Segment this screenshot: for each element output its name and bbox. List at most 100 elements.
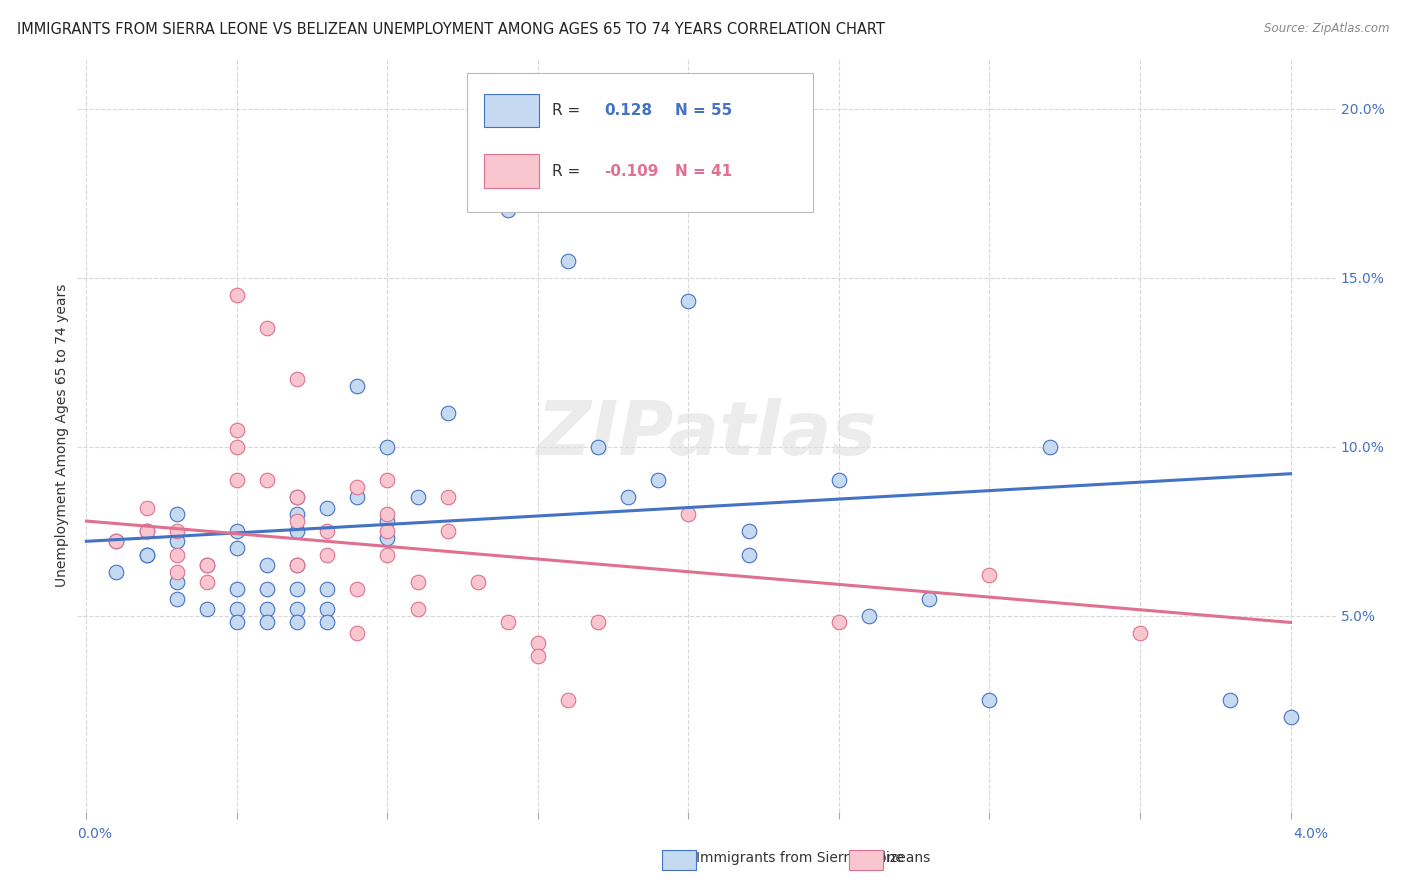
- Point: [195, 574, 218, 589]
- Point: [586, 440, 609, 454]
- Point: [285, 615, 308, 630]
- Point: [436, 406, 458, 420]
- Point: [316, 548, 339, 562]
- Point: [346, 491, 368, 505]
- Point: [527, 119, 550, 133]
- Point: [285, 491, 308, 505]
- Point: [647, 474, 669, 488]
- Point: [316, 500, 339, 515]
- Point: [1039, 440, 1062, 454]
- Point: [377, 524, 399, 538]
- Point: [285, 491, 308, 505]
- Point: [346, 625, 368, 640]
- Point: [135, 524, 157, 538]
- Text: Source: ZipAtlas.com: Source: ZipAtlas.com: [1264, 22, 1389, 36]
- Point: [406, 574, 429, 589]
- Point: [166, 565, 188, 579]
- Point: [256, 321, 278, 335]
- FancyBboxPatch shape: [484, 154, 538, 187]
- Point: [527, 649, 550, 664]
- Point: [406, 491, 429, 505]
- Point: [346, 582, 368, 596]
- Point: [377, 548, 399, 562]
- Point: [436, 524, 458, 538]
- Point: [617, 491, 640, 505]
- Point: [256, 602, 278, 616]
- Point: [166, 508, 188, 522]
- Point: [256, 615, 278, 630]
- Point: [377, 474, 399, 488]
- Point: [135, 548, 157, 562]
- Text: IMMIGRANTS FROM SIERRA LEONE VS BELIZEAN UNEMPLOYMENT AMONG AGES 65 TO 74 YEARS : IMMIGRANTS FROM SIERRA LEONE VS BELIZEAN…: [17, 22, 884, 37]
- Point: [527, 636, 550, 650]
- Text: 0.128: 0.128: [605, 103, 652, 119]
- Point: [285, 508, 308, 522]
- Point: [316, 602, 339, 616]
- Point: [135, 548, 157, 562]
- Point: [557, 693, 579, 707]
- Point: [436, 491, 458, 505]
- Point: [678, 508, 700, 522]
- Point: [496, 203, 519, 218]
- Point: [166, 591, 188, 606]
- Text: Belizeans: Belizeans: [865, 851, 931, 865]
- FancyBboxPatch shape: [484, 95, 538, 128]
- Text: N = 55: N = 55: [675, 103, 733, 119]
- Point: [166, 524, 188, 538]
- Text: N = 41: N = 41: [675, 163, 733, 178]
- Point: [166, 534, 188, 549]
- Point: [737, 548, 759, 562]
- Point: [467, 186, 489, 201]
- Point: [105, 534, 128, 549]
- Point: [225, 524, 247, 538]
- Point: [377, 531, 399, 545]
- Point: [377, 514, 399, 528]
- Point: [858, 608, 880, 623]
- Point: [225, 602, 247, 616]
- Point: [195, 558, 218, 572]
- Point: [467, 574, 489, 589]
- Point: [285, 558, 308, 572]
- Point: [316, 615, 339, 630]
- FancyBboxPatch shape: [467, 73, 814, 212]
- Point: [557, 253, 579, 268]
- Point: [1129, 625, 1152, 640]
- Text: 4.0%: 4.0%: [1294, 827, 1329, 841]
- Point: [285, 558, 308, 572]
- Point: [225, 541, 247, 555]
- Point: [346, 480, 368, 494]
- Point: [225, 474, 247, 488]
- Point: [496, 615, 519, 630]
- Point: [737, 524, 759, 538]
- Point: [285, 524, 308, 538]
- Point: [586, 615, 609, 630]
- Point: [195, 558, 218, 572]
- Text: R =: R =: [551, 103, 581, 119]
- Point: [135, 524, 157, 538]
- Point: [285, 372, 308, 386]
- Point: [285, 514, 308, 528]
- Point: [256, 582, 278, 596]
- Point: [225, 423, 247, 437]
- Point: [225, 287, 247, 301]
- Point: [828, 615, 851, 630]
- Point: [166, 574, 188, 589]
- Point: [225, 582, 247, 596]
- Point: [406, 602, 429, 616]
- Text: -0.109: -0.109: [605, 163, 659, 178]
- Point: [1219, 693, 1241, 707]
- Point: [316, 582, 339, 596]
- Point: [346, 379, 368, 393]
- Point: [256, 558, 278, 572]
- Text: ZIPatlas: ZIPatlas: [537, 399, 876, 471]
- Text: R =: R =: [551, 163, 581, 178]
- Point: [225, 615, 247, 630]
- Point: [285, 602, 308, 616]
- Point: [135, 500, 157, 515]
- Point: [828, 474, 851, 488]
- Point: [256, 474, 278, 488]
- Point: [316, 524, 339, 538]
- Y-axis label: Unemployment Among Ages 65 to 74 years: Unemployment Among Ages 65 to 74 years: [55, 283, 69, 587]
- Point: [166, 548, 188, 562]
- Point: [195, 602, 218, 616]
